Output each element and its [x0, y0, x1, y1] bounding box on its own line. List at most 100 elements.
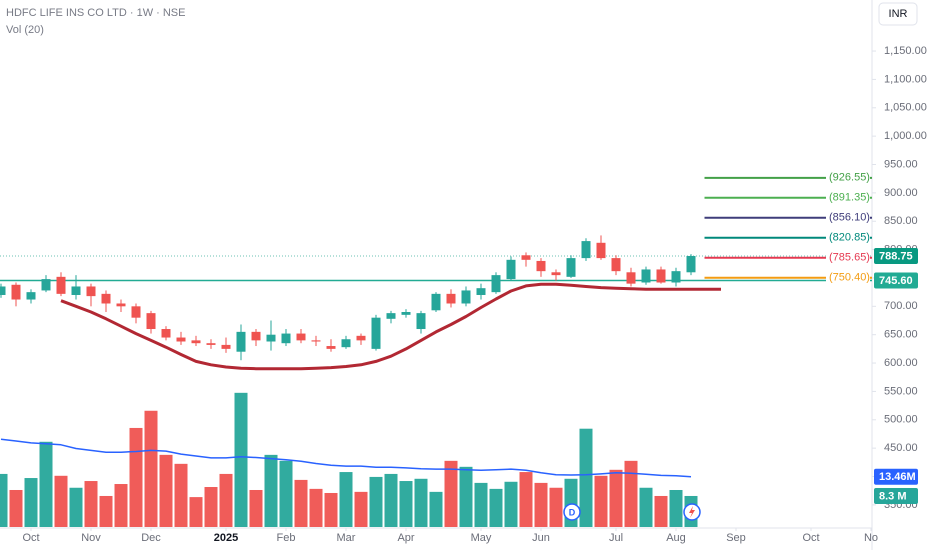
volume-bar — [609, 469, 623, 527]
volume-bar — [54, 475, 68, 527]
volume-bar — [654, 495, 668, 527]
volume-bar — [624, 460, 638, 527]
volume-bar — [99, 495, 113, 527]
volume-bar — [39, 441, 53, 527]
candle-body — [146, 313, 156, 330]
volume-title: Vol (20) — [6, 24, 44, 36]
candle-body — [221, 344, 231, 349]
volume-bar — [669, 489, 683, 527]
y-tick-label: 700.00 — [884, 300, 918, 312]
currency-button[interactable] — [878, 2, 918, 26]
x-tick-label: Nov — [81, 532, 101, 544]
level-label-bg — [826, 170, 870, 185]
last-price-box — [874, 247, 918, 264]
volume-bar — [309, 488, 323, 527]
volume-bar — [159, 454, 173, 527]
candle-body — [0, 286, 6, 295]
volume-bar — [114, 484, 128, 527]
candle-body — [281, 333, 291, 344]
candle-body — [356, 335, 366, 341]
level-label-bg — [826, 210, 870, 225]
volume-bar — [429, 491, 443, 527]
candle-body — [311, 340, 321, 342]
volume-bar — [444, 460, 458, 527]
candle-body — [371, 317, 381, 349]
axes: 1,150.00 1,100.00 1,050.00 1,000.00 950.00 90… — [22, 45, 926, 544]
event-icon-glyph[interactable] — [689, 506, 695, 518]
y-tick-label: 850.00 — [884, 215, 918, 227]
volume-bar — [219, 473, 233, 527]
volume-bar — [279, 460, 293, 527]
candle-body — [266, 334, 276, 342]
candle-body — [596, 242, 606, 259]
volume-bar — [639, 487, 653, 527]
candle-body — [116, 303, 126, 307]
level-label: (785.65) — [829, 252, 870, 264]
x-tick-label: Sep — [726, 532, 746, 544]
x-tick-label: Feb — [277, 532, 296, 544]
volume-bar — [354, 491, 368, 527]
volume-bar — [189, 497, 203, 527]
last-price-label: 788.75 — [879, 250, 913, 262]
candle-body — [626, 272, 636, 284]
plot-area: (926.55) (891.35) (856.10) (820.85) (785.65)… — [0, 170, 872, 527]
candle-body — [101, 293, 111, 304]
candle-body — [386, 313, 396, 319]
candle-body — [491, 275, 501, 293]
candle-body — [41, 279, 51, 291]
candle-body — [461, 290, 471, 304]
y-tick-label: 1,150.00 — [884, 45, 927, 57]
candle-body — [446, 293, 456, 304]
candle-body — [206, 343, 216, 345]
volume-bar — [579, 428, 593, 527]
candle-body — [86, 286, 96, 297]
level-label: (820.85) — [829, 232, 870, 244]
level-label: (926.55) — [829, 172, 870, 184]
candle-body — [176, 337, 186, 342]
x-tick-label: Oct — [22, 532, 39, 544]
y-tick-label: 450.00 — [884, 442, 918, 454]
volume-bar — [129, 427, 143, 527]
support-label: 745.60 — [879, 275, 913, 287]
x-tick-label: 2025 — [214, 532, 238, 544]
candle-body — [401, 312, 411, 315]
volume-bar — [24, 478, 38, 527]
level-label: (891.35) — [829, 192, 870, 204]
volume-bar — [549, 487, 563, 527]
candle-body — [551, 272, 561, 276]
candle-body — [476, 288, 486, 295]
volume-last-label: 8.3 M — [879, 490, 907, 502]
y-tick-label: 1,000.00 — [884, 130, 927, 142]
candle-body — [536, 260, 546, 272]
volume-bar — [249, 489, 263, 527]
candle-body — [296, 333, 306, 341]
x-tick-label: Oct — [802, 532, 819, 544]
volume-bar — [0, 473, 8, 527]
volume-bar — [9, 489, 23, 527]
candle-body — [56, 276, 66, 294]
candle-body — [611, 258, 621, 272]
volume-ma-label: 13.46M — [879, 471, 916, 483]
candle-body — [671, 271, 681, 283]
volume-ma-box — [874, 468, 918, 485]
volume-bar — [474, 482, 488, 527]
candle-body — [566, 258, 576, 277]
candle-body — [191, 340, 201, 344]
y-tick-label: 950.00 — [884, 158, 918, 170]
candle-body — [506, 259, 516, 280]
candle-body — [431, 293, 441, 311]
x-tick-label: Dec — [141, 532, 161, 544]
volume-bar — [399, 481, 413, 527]
volume-bar — [519, 472, 533, 527]
volume-bar — [459, 466, 473, 527]
volume-ma-line — [0, 438, 692, 478]
dividend-icon[interactable] — [563, 503, 581, 521]
currency-label[interactable]: INR — [889, 8, 908, 20]
dividend-icon-letter[interactable]: D — [569, 507, 576, 517]
x-tick-label: Jun — [532, 532, 550, 544]
level-label: (856.10) — [829, 212, 870, 224]
volume-bar — [84, 481, 98, 527]
y-tick-label: 550.00 — [884, 385, 918, 397]
volume-bar — [234, 392, 248, 527]
candle-body — [26, 292, 36, 300]
